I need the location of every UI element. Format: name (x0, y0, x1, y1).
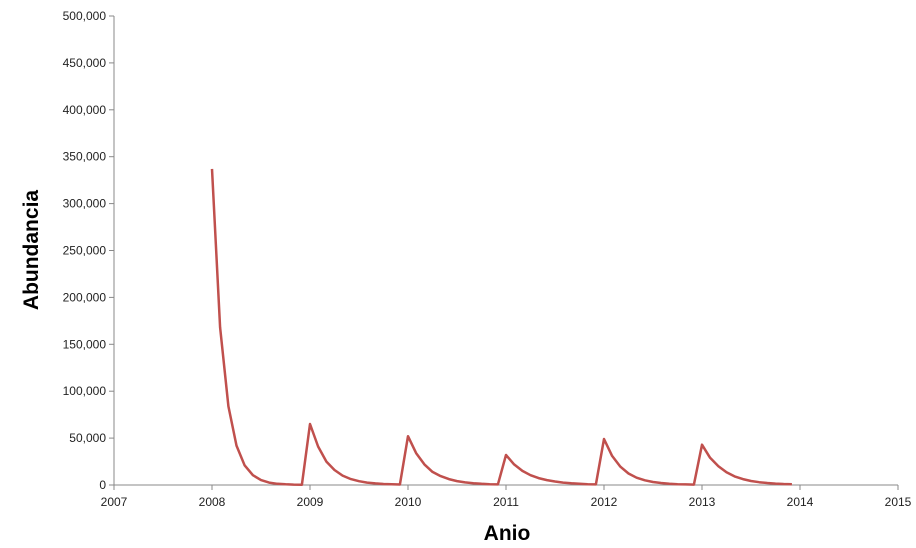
y-axis-ticks: 0 50,000 100,000 150,000 200,000 250,000 300,0… (63, 9, 114, 492)
y-tick-label: 0 (99, 478, 106, 492)
x-tick-label: 2014 (787, 495, 814, 509)
y-tick-label: 50,000 (69, 431, 106, 445)
x-tick-label: 2011 (493, 495, 519, 509)
y-tick-label: 100,000 (63, 384, 107, 398)
x-axis-ticks: 2007 2008 2009 2010 2011 2012 2013 2014 2015 (101, 485, 912, 509)
y-tick-label: 500,000 (63, 9, 107, 23)
y-tick-label: 400,000 (63, 103, 107, 117)
x-tick-label: 2012 (591, 495, 618, 509)
y-tick-label: 150,000 (63, 337, 107, 351)
x-tick-label: 2013 (689, 495, 716, 509)
x-tick-label: 2007 (101, 495, 128, 509)
y-tick-label: 250,000 (63, 244, 107, 258)
x-tick-label: 2008 (199, 495, 226, 509)
series-line-0 (210, 168, 792, 486)
x-tick-label: 2010 (395, 495, 422, 509)
x-axis-title: Anio (484, 522, 531, 545)
y-tick-label: 450,000 (63, 56, 107, 70)
series-layer (210, 168, 792, 486)
y-tick-label: 200,000 (63, 290, 107, 304)
x-tick-label: 2015 (885, 495, 912, 509)
y-tick-label: 350,000 (63, 150, 107, 164)
x-tick-label: 2009 (297, 495, 324, 509)
y-axis-title: Abundancia (20, 190, 43, 310)
y-tick-label: 300,000 (63, 197, 107, 211)
